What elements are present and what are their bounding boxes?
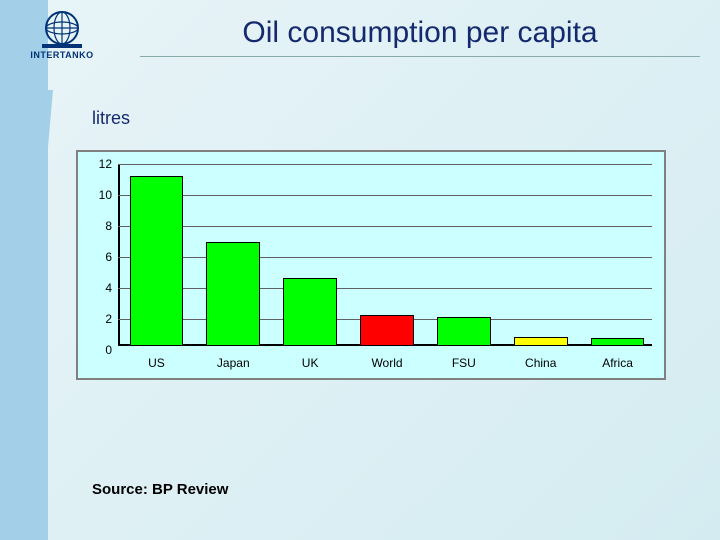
x-tick-label: US — [148, 356, 165, 370]
x-tick-label: World — [371, 356, 402, 370]
x-tick-label: China — [525, 356, 556, 370]
y-axis-label: litres — [92, 108, 130, 129]
x-tick-label: UK — [302, 356, 319, 370]
logo: INTERTANKO — [12, 8, 112, 60]
gridline — [118, 195, 652, 196]
y-tick-label: 8 — [105, 219, 112, 233]
y-tick-label: 0 — [105, 343, 112, 357]
y-tick-label: 10 — [99, 188, 112, 202]
bar-fsu — [437, 317, 491, 346]
logo-text: INTERTANKO — [12, 50, 112, 60]
bar-africa — [591, 338, 645, 346]
bar-japan — [206, 242, 260, 346]
x-tick-label: Africa — [602, 356, 633, 370]
gridline — [118, 226, 652, 227]
page-title: Oil consumption per capita — [140, 16, 700, 57]
x-tick-label: FSU — [452, 356, 476, 370]
left-sidebar — [0, 0, 48, 540]
globe-icon — [42, 8, 82, 48]
y-tick-label: 12 — [99, 157, 112, 171]
plot-area: 024681012 — [118, 164, 652, 346]
bar-uk — [283, 278, 337, 346]
gridline — [118, 257, 652, 258]
title-wrap: Oil consumption per capita — [140, 16, 700, 57]
bar-china — [514, 337, 568, 346]
bar-world — [360, 315, 414, 346]
y-tick-label: 6 — [105, 250, 112, 264]
y-tick-label: 4 — [105, 281, 112, 295]
y-tick-label: 2 — [105, 312, 112, 326]
source-text: Source: BP Review — [92, 481, 228, 498]
bar-us — [130, 176, 184, 347]
chart-container: 024681012 USJapanUKWorldFSUChinaAfrica — [76, 150, 666, 380]
gridline — [118, 164, 652, 165]
x-tick-label: Japan — [217, 356, 250, 370]
gridline — [118, 288, 652, 289]
